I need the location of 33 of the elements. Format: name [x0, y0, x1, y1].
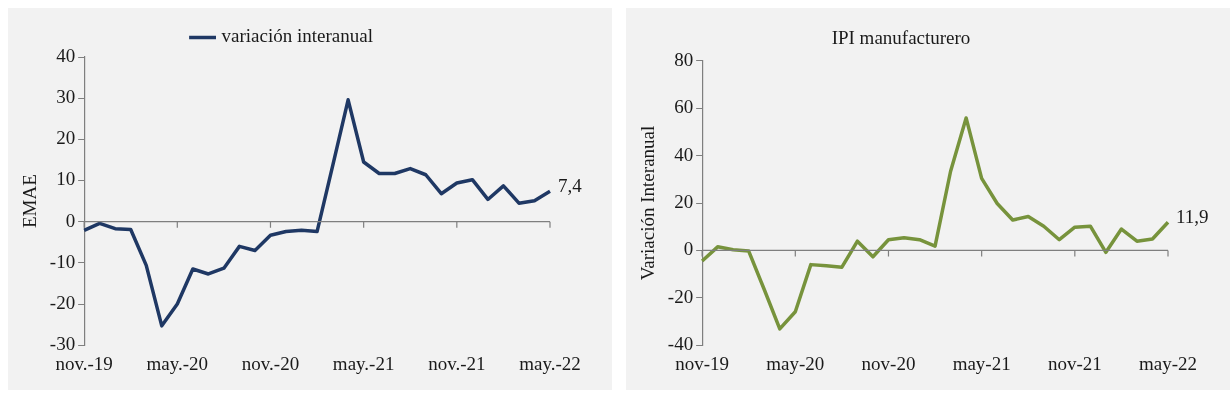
y-tick-label: 40 [674, 143, 694, 165]
y-axis-title: Variación Interanual [637, 125, 659, 281]
x-tick-label: may-20 [766, 352, 825, 374]
y-axis-title: EMAE [19, 174, 41, 229]
y-tick-label: 30 [56, 86, 76, 108]
x-tick-label: may-22 [1138, 352, 1198, 374]
y-tick-label: 0 [683, 238, 694, 260]
y-tick-label: -40 [667, 333, 694, 355]
x-tick-label: may.-20 [146, 352, 209, 374]
annotation: 7,4 [558, 175, 583, 197]
annotation: 11,9 [1176, 206, 1209, 228]
x-tick-label: nov-20 [861, 352, 916, 374]
y-tick-label: -20 [49, 292, 76, 314]
legend-label: variación interanual [221, 25, 373, 47]
x-tick-label: nov-19 [675, 352, 730, 374]
y-tick-label: 80 [674, 48, 694, 70]
x-tick-label: nov-21 [1047, 352, 1102, 374]
x-tick-label: may.-21 [332, 352, 395, 374]
x-tick-label: nov.-19 [55, 352, 113, 374]
x-tick-label: nov.-20 [241, 352, 300, 374]
x-tick-label: nov.-21 [428, 352, 486, 374]
chart-title: IPI manufacturero [831, 27, 971, 49]
y-tick-label: 20 [56, 127, 76, 149]
y-tick-label: -30 [49, 333, 76, 355]
y-tick-label: 0 [65, 209, 76, 231]
y-tick-label: 40 [56, 44, 76, 66]
y-tick-label: -10 [49, 250, 76, 272]
x-tick-label: may.-22 [519, 352, 581, 374]
y-tick-label: -20 [667, 285, 694, 307]
x-tick-label: may-21 [952, 352, 1011, 374]
y-tick-label: 20 [674, 190, 694, 212]
y-tick-label: 60 [674, 96, 694, 118]
y-tick-label: 10 [56, 168, 76, 190]
